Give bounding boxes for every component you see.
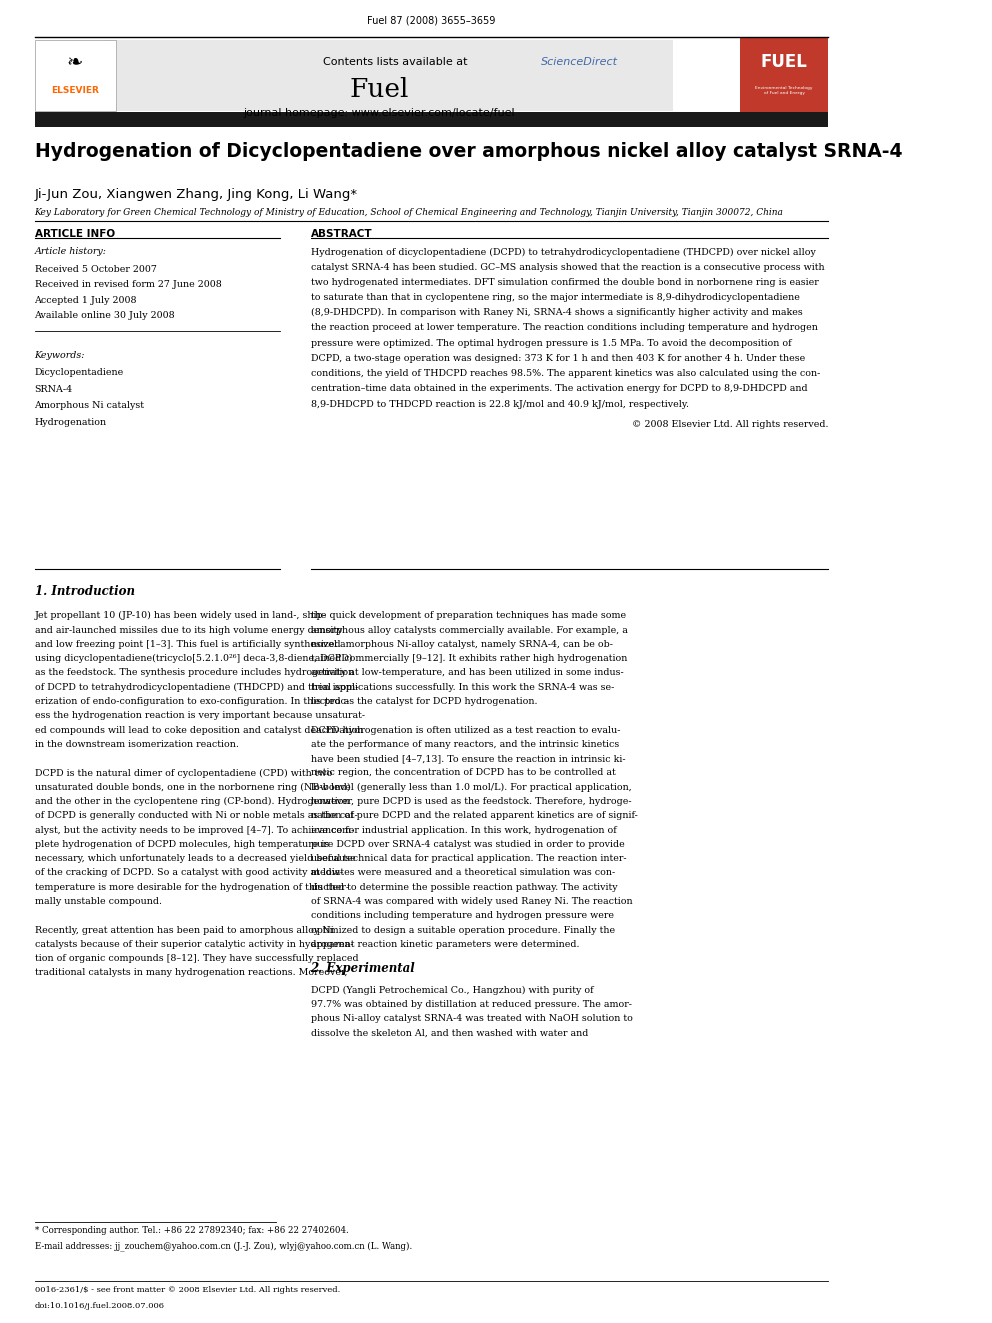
Text: activity at low-temperature, and has been utilized in some indus-: activity at low-temperature, and has bee… — [310, 668, 623, 677]
Text: ate the performance of many reactors, and the intrinsic kinetics: ate the performance of many reactors, an… — [310, 740, 619, 749]
Text: Hydrogenation of Dicyclopentadiene over amorphous nickel alloy catalyst SRNA-4: Hydrogenation of Dicyclopentadiene over … — [35, 142, 902, 160]
Text: of DCPD to tetrahydrodicyclopentadiene (THDCPD) and then isom-: of DCPD to tetrahydrodicyclopentadiene (… — [35, 683, 358, 692]
FancyBboxPatch shape — [740, 37, 828, 120]
Text: novel amorphous Ni-alloy catalyst, namely SRNA-4, can be ob-: novel amorphous Ni-alloy catalyst, namel… — [310, 640, 612, 648]
Text: mally unstable compound.: mally unstable compound. — [35, 897, 162, 906]
Text: pure DCPD over SRNA-4 catalyst was studied in order to provide: pure DCPD over SRNA-4 catalyst was studi… — [310, 840, 624, 849]
Text: icance for industrial application. In this work, hydrogenation of: icance for industrial application. In th… — [310, 826, 616, 835]
Text: Amorphous Ni catalyst: Amorphous Ni catalyst — [35, 401, 145, 410]
Text: ELSEVIER: ELSEVIER — [52, 86, 99, 95]
FancyBboxPatch shape — [35, 40, 116, 111]
Text: mediates were measured and a theoretical simulation was con-: mediates were measured and a theoretical… — [310, 868, 615, 877]
Text: have been studied [4–7,13]. To ensure the reaction in intrinsic ki-: have been studied [4–7,13]. To ensure th… — [310, 754, 625, 763]
Text: lected as the catalyst for DCPD hydrogenation.: lected as the catalyst for DCPD hydrogen… — [310, 697, 537, 706]
Text: DCPD is the natural dimer of cyclopentadiene (CPD) with two: DCPD is the natural dimer of cyclopentad… — [35, 769, 332, 778]
Text: FUEL: FUEL — [761, 53, 807, 71]
Text: Hydrogenation of dicyclopentadiene (DCPD) to tetrahydrodicyclopentadiene (THDCPD: Hydrogenation of dicyclopentadiene (DCPD… — [310, 247, 815, 257]
Text: 8,9-DHDCPD to THDCPD reaction is 22.8 kJ/mol and 40.9 kJ/mol, respectively.: 8,9-DHDCPD to THDCPD reaction is 22.8 kJ… — [310, 400, 688, 409]
Text: useful technical data for practical application. The reaction inter-: useful technical data for practical appl… — [310, 855, 626, 863]
Text: Received 5 October 2007: Received 5 October 2007 — [35, 265, 157, 274]
Text: and the other in the cyclopentene ring (CP-bond). Hydrogenation: and the other in the cyclopentene ring (… — [35, 796, 349, 806]
Text: however, pure DCPD is used as the feedstock. Therefore, hydroge-: however, pure DCPD is used as the feedst… — [310, 796, 631, 806]
Text: nation of pure DCPD and the related apparent kinetics are of signif-: nation of pure DCPD and the related appa… — [310, 811, 638, 820]
Text: of SRNA-4 was compared with widely used Raney Ni. The reaction: of SRNA-4 was compared with widely used … — [310, 897, 632, 906]
Text: apparent reaction kinetic parameters were determined.: apparent reaction kinetic parameters wer… — [310, 939, 579, 949]
Text: ABSTRACT: ABSTRACT — [310, 229, 372, 239]
Text: ess the hydrogenation reaction is very important because unsaturat-: ess the hydrogenation reaction is very i… — [35, 712, 365, 720]
Text: pressure were optimized. The optimal hydrogen pressure is 1.5 MPa. To avoid the : pressure were optimized. The optimal hyd… — [310, 339, 792, 348]
Text: tion of organic compounds [8–12]. They have successfully replaced: tion of organic compounds [8–12]. They h… — [35, 954, 358, 963]
Text: in the downstream isomerization reaction.: in the downstream isomerization reaction… — [35, 740, 238, 749]
Text: Article history:: Article history: — [35, 247, 106, 257]
Text: as the feedstock. The synthesis procedure includes hydrogenation: as the feedstock. The synthesis procedur… — [35, 668, 354, 677]
Text: centration–time data obtained in the experiments. The activation energy for DCPD: centration–time data obtained in the exp… — [310, 384, 807, 393]
Text: amorphous alloy catalysts commercially available. For example, a: amorphous alloy catalysts commercially a… — [310, 626, 627, 635]
Text: Contents lists available at: Contents lists available at — [323, 57, 471, 67]
Text: Ji-Jun Zou, Xiangwen Zhang, Jing Kong, Li Wang*: Ji-Jun Zou, Xiangwen Zhang, Jing Kong, L… — [35, 188, 358, 201]
Text: and low freezing point [1–3]. This fuel is artificially synthesized: and low freezing point [1–3]. This fuel … — [35, 640, 340, 648]
Text: unsaturated double bonds, one in the norbornene ring (NB-bond): unsaturated double bonds, one in the nor… — [35, 783, 350, 791]
Text: 0016-2361/$ - see front matter © 2008 Elsevier Ltd. All rights reserved.: 0016-2361/$ - see front matter © 2008 El… — [35, 1286, 339, 1294]
Text: temperature is more desirable for the hydrogenation of this ther-: temperature is more desirable for the hy… — [35, 882, 348, 892]
Text: low level (generally less than 1.0 mol/L). For practical application,: low level (generally less than 1.0 mol/L… — [310, 783, 631, 791]
Text: ARTICLE INFO: ARTICLE INFO — [35, 229, 115, 239]
Text: dissolve the skeleton Al, and then washed with water and: dissolve the skeleton Al, and then washe… — [310, 1029, 588, 1037]
Text: catalysts because of their superior catalytic activity in hydrogena-: catalysts because of their superior cata… — [35, 939, 353, 949]
Text: 1. Introduction: 1. Introduction — [35, 585, 135, 598]
Text: DCPD hydrogenation is often utilized as a test reaction to evalu-: DCPD hydrogenation is often utilized as … — [310, 725, 620, 734]
Text: (8,9-DHDCPD). In comparison with Raney Ni, SRNA-4 shows a significantly higher a: (8,9-DHDCPD). In comparison with Raney N… — [310, 308, 803, 318]
Text: and air-launched missiles due to its high volume energy density: and air-launched missiles due to its hig… — [35, 626, 342, 635]
Text: alyst, but the activity needs to be improved [4–7]. To achieve com-: alyst, but the activity needs to be impr… — [35, 826, 354, 835]
Text: Fuel 87 (2008) 3655–3659: Fuel 87 (2008) 3655–3659 — [367, 16, 495, 26]
Text: * Corresponding author. Tel.: +86 22 27892340; fax: +86 22 27402604.: * Corresponding author. Tel.: +86 22 278… — [35, 1226, 348, 1236]
Text: journal homepage: www.elsevier.com/locate/fuel: journal homepage: www.elsevier.com/locat… — [244, 108, 515, 119]
Text: doi:10.1016/j.fuel.2008.07.006: doi:10.1016/j.fuel.2008.07.006 — [35, 1302, 165, 1310]
Text: Available online 30 July 2008: Available online 30 July 2008 — [35, 311, 176, 320]
Text: DCPD, a two-stage operation was designed: 373 K for 1 h and then 403 K for anoth: DCPD, a two-stage operation was designed… — [310, 353, 805, 363]
Text: ducted to determine the possible reaction pathway. The activity: ducted to determine the possible reactio… — [310, 882, 617, 892]
Text: DCPD (Yangli Petrochemical Co., Hangzhou) with purity of: DCPD (Yangli Petrochemical Co., Hangzhou… — [310, 986, 593, 995]
Text: Fuel: Fuel — [350, 77, 410, 102]
Text: E-mail addresses: jj_zouchem@yahoo.com.cn (J.-J. Zou), wlyj@yahoo.com.cn (L. Wan: E-mail addresses: jj_zouchem@yahoo.com.c… — [35, 1241, 412, 1250]
Text: plete hydrogenation of DCPD molecules, high temperature is: plete hydrogenation of DCPD molecules, h… — [35, 840, 328, 849]
Text: ed compounds will lead to coke deposition and catalyst deactivation: ed compounds will lead to coke depositio… — [35, 725, 363, 734]
Text: Jet propellant 10 (JP-10) has been widely used in land-, ship-: Jet propellant 10 (JP-10) has been widel… — [35, 611, 326, 620]
Text: conditions, the yield of THDCPD reaches 98.5%. The apparent kinetics was also ca: conditions, the yield of THDCPD reaches … — [310, 369, 820, 378]
Text: tained commercially [9–12]. It exhibits rather high hydrogenation: tained commercially [9–12]. It exhibits … — [310, 654, 627, 663]
Text: phous Ni-alloy catalyst SRNA-4 was treated with NaOH solution to: phous Ni-alloy catalyst SRNA-4 was treat… — [310, 1015, 632, 1024]
Text: of the cracking of DCPD. So a catalyst with good activity at low-: of the cracking of DCPD. So a catalyst w… — [35, 868, 342, 877]
Text: netic region, the concentration of DCPD has to be controlled at: netic region, the concentration of DCPD … — [310, 769, 615, 778]
Text: Keywords:: Keywords: — [35, 351, 85, 360]
FancyBboxPatch shape — [35, 112, 828, 127]
Text: ❧: ❧ — [66, 53, 83, 71]
Text: ScienceDirect: ScienceDirect — [541, 57, 618, 67]
Text: the reaction proceed at lower temperature. The reaction conditions including tem: the reaction proceed at lower temperatur… — [310, 323, 817, 332]
Text: trial applications successfully. In this work the SRNA-4 was se-: trial applications successfully. In this… — [310, 683, 614, 692]
Text: erization of endo-configuration to exo-configuration. In this proc-: erization of endo-configuration to exo-c… — [35, 697, 348, 706]
Text: of DCPD is generally conducted with Ni or noble metals as the cat-: of DCPD is generally conducted with Ni o… — [35, 811, 357, 820]
Text: Recently, great attention has been paid to amorphous alloy Ni: Recently, great attention has been paid … — [35, 926, 333, 934]
Text: conditions including temperature and hydrogen pressure were: conditions including temperature and hyd… — [310, 912, 613, 921]
FancyBboxPatch shape — [103, 40, 673, 111]
Text: using dicyclopentadiene(tricyclo[5.2.1.0²⁶] deca-3,8-diene, DCPD): using dicyclopentadiene(tricyclo[5.2.1.0… — [35, 654, 352, 663]
Text: the quick development of preparation techniques has made some: the quick development of preparation tec… — [310, 611, 626, 620]
Text: Key Laboratory for Green Chemical Technology of Ministry of Education, School of: Key Laboratory for Green Chemical Techno… — [35, 208, 784, 217]
Text: Dicyclopentadiene: Dicyclopentadiene — [35, 368, 124, 377]
Text: traditional catalysts in many hydrogenation reactions. Moreover,: traditional catalysts in many hydrogenat… — [35, 968, 347, 978]
Text: SRNA-4: SRNA-4 — [35, 385, 72, 394]
Text: Environmental Technology
of Fuel and Energy: Environmental Technology of Fuel and Ene… — [755, 86, 812, 95]
Text: catalyst SRNA-4 has been studied. GC–MS analysis showed that the reaction is a c: catalyst SRNA-4 has been studied. GC–MS … — [310, 262, 824, 271]
Text: optimized to design a suitable operation procedure. Finally the: optimized to design a suitable operation… — [310, 926, 615, 934]
Text: 97.7% was obtained by distillation at reduced pressure. The amor-: 97.7% was obtained by distillation at re… — [310, 1000, 632, 1009]
Text: two hydrogenated intermediates. DFT simulation confirmed the double bond in norb: two hydrogenated intermediates. DFT simu… — [310, 278, 818, 287]
Text: 2. Experimental: 2. Experimental — [310, 962, 416, 975]
Text: necessary, which unfortunately leads to a decreased yield because: necessary, which unfortunately leads to … — [35, 855, 355, 863]
Text: Hydrogenation: Hydrogenation — [35, 418, 106, 427]
Text: © 2008 Elsevier Ltd. All rights reserved.: © 2008 Elsevier Ltd. All rights reserved… — [632, 419, 828, 429]
Text: Received in revised form 27 June 2008: Received in revised form 27 June 2008 — [35, 280, 221, 290]
Text: to saturate than that in cyclopentene ring, so the major intermediate is 8,9-dih: to saturate than that in cyclopentene ri… — [310, 292, 800, 302]
Text: Accepted 1 July 2008: Accepted 1 July 2008 — [35, 296, 137, 304]
